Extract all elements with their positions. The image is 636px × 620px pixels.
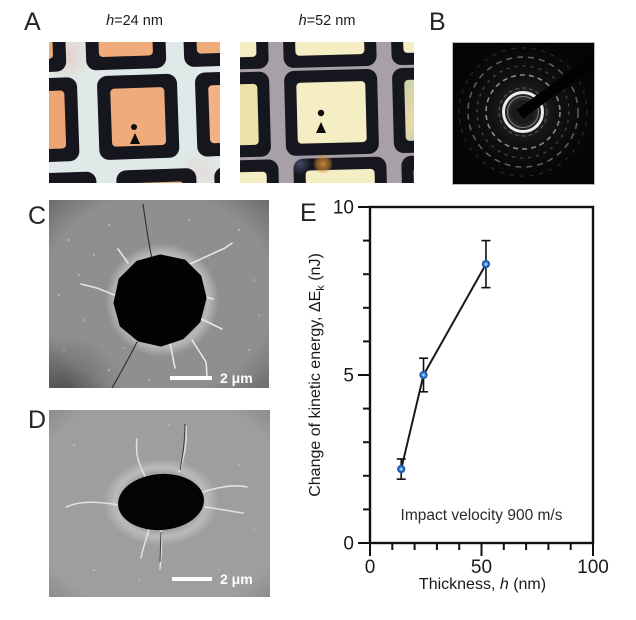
title-value: =52 nm [306, 13, 356, 29]
sem-image-perforation-d: 2 μm [49, 410, 270, 597]
grid-bar [49, 171, 99, 183]
x-tick-label: 0 [365, 557, 376, 578]
membrane-window [404, 78, 414, 141]
x-axis-label-unit: (nm) [508, 576, 547, 593]
diffraction-ring-bright [502, 91, 544, 133]
title-variable-h: h [298, 13, 307, 29]
y-axis-label-subscript: k [315, 285, 328, 291]
y-tick-label: 0 [343, 534, 354, 555]
panel-a-label: A [24, 8, 41, 36]
membrane-window [195, 42, 220, 54]
vignette [49, 410, 270, 597]
diffraction-ring [485, 74, 561, 150]
tem-grid-lattice [240, 42, 414, 183]
data-point-highlight [422, 374, 425, 376]
scale-bar-label: 2 μm [220, 370, 253, 386]
sem-image-perforation-c: 2 μm [49, 200, 269, 388]
data-point-highlight [484, 263, 487, 266]
color-smudge [289, 153, 311, 175]
x-axis-label-variable: h [499, 576, 509, 593]
diffraction-ring [498, 87, 548, 137]
x-tick-label: 100 [577, 557, 609, 578]
title-variable-h: h [106, 13, 115, 29]
membrane-window [240, 171, 269, 183]
membrane-window [240, 83, 259, 147]
chart-frame [368, 205, 595, 545]
impact-site-dot [131, 124, 137, 130]
membrane-window [296, 81, 367, 144]
arrowhead-icon [316, 122, 326, 133]
electron-diffraction-pattern [452, 42, 595, 185]
y-axis-label-unit: (nJ) [307, 253, 324, 286]
diffraction-ring [507, 96, 539, 128]
title-value: =24 nm [114, 13, 163, 29]
scale-bar-label: 2 μm [220, 571, 253, 587]
membrane-window [294, 42, 365, 56]
panel-c-label: C [28, 202, 47, 230]
y-tick-label: 10 [333, 198, 354, 219]
membrane-window [208, 83, 220, 144]
x-axis-label: Thickness, h (nm) [375, 576, 590, 594]
panel-b-label: B [429, 8, 446, 36]
micrograph-title-h24: h=24 nm [49, 13, 220, 30]
diffraction-ring [458, 47, 588, 177]
y-axis-label: Change of kinetic energy, ΔEk (nJ) [307, 207, 329, 543]
y-axis-label-text: Change of kinetic energy, ΔE [307, 290, 324, 497]
beam-stop [516, 49, 594, 119]
y-tick-label: 5 [343, 366, 354, 387]
impact-site-dot [317, 109, 325, 117]
diffraction-ring [476, 65, 570, 159]
kinetic-energy-chart: 0 50 100 0 5 10 [333, 198, 609, 579]
panel-e-label: E [300, 199, 317, 227]
membrane-window [49, 90, 67, 151]
arrowhead-icon [130, 133, 140, 144]
optical-micrograph-h24 [49, 42, 220, 183]
optical-micrograph-h52 [240, 42, 414, 183]
membrane-window [240, 42, 257, 59]
x-axis-label-text: Thickness, [418, 576, 500, 593]
diffraction-ring [467, 56, 579, 168]
corner-shadow [49, 335, 122, 388]
membrane-window [110, 87, 167, 147]
membrane-window [97, 42, 153, 58]
scale-bar [172, 577, 212, 581]
panel-d-label: D [28, 406, 47, 434]
data-series-line [400, 263, 487, 470]
micrograph-title-h52: h=52 nm [240, 13, 414, 30]
scale-bar [170, 376, 212, 380]
debris-blob [313, 154, 333, 174]
x-tick-label: 50 [471, 557, 492, 578]
chart-annotation: Impact velocity 900 m/s [400, 507, 563, 524]
tem-grid-lattice [49, 42, 220, 183]
data-point-highlight [400, 468, 403, 471]
